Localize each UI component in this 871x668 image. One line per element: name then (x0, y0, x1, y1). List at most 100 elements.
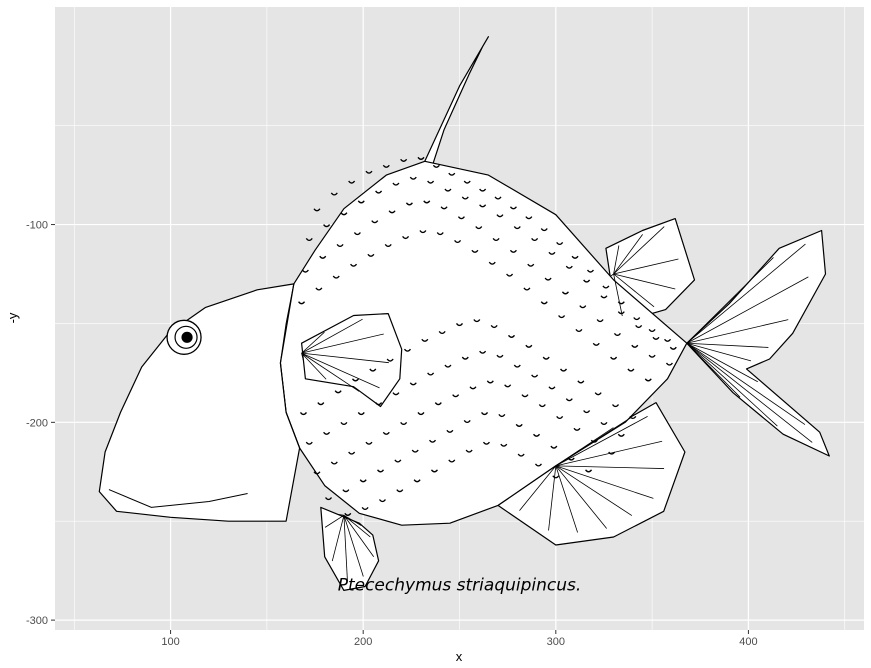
scale-mark (635, 325, 643, 329)
scale-mark (375, 402, 383, 406)
scale-mark (392, 182, 400, 186)
caudal-fin-ray (686, 342, 778, 427)
scale-mark (454, 239, 462, 244)
scale-mark (342, 489, 350, 493)
scale-mark (490, 325, 498, 329)
scale-mark (400, 421, 408, 425)
pectoral-fin-ray (301, 333, 384, 354)
scale-mark (317, 402, 325, 406)
scale-mark (608, 451, 616, 455)
pectoral-fin-ray (301, 353, 304, 361)
scale-mark (469, 386, 477, 390)
caudal-fin-ray (686, 342, 752, 362)
anal-fin-ray (555, 465, 578, 533)
scale-mark (465, 449, 473, 453)
scale-mark (375, 190, 383, 194)
scale-mark (579, 305, 587, 309)
scale-mark (394, 459, 402, 463)
scale-mark (509, 206, 517, 210)
anal-fin-ray (548, 465, 557, 531)
caudal-fin-ray (686, 243, 806, 344)
x-tick-label: 300 (547, 636, 565, 648)
scale-mark (332, 275, 340, 279)
upper-rear-fin-ray (613, 273, 676, 290)
scale-mark (371, 220, 379, 224)
scale-mark (402, 236, 410, 240)
scale-mark (340, 212, 348, 216)
scale-mark (596, 319, 604, 323)
scale-mark (367, 253, 375, 257)
scale-mark (365, 170, 373, 174)
scale-mark (319, 255, 327, 259)
anal-fin-ray (555, 465, 607, 529)
scale-mark (444, 188, 452, 192)
fish-details (108, 226, 813, 581)
scale-mark (542, 356, 550, 360)
scale-mark (324, 497, 333, 501)
scale-mark (594, 392, 602, 396)
jaw-line (108, 489, 248, 508)
pectoral-fin-ray (301, 352, 380, 389)
anal-fin-ray (519, 465, 557, 511)
x-tick-label: 200 (354, 636, 372, 648)
scale-mark (617, 311, 625, 315)
scale-mark (617, 301, 625, 305)
scale-mark (613, 332, 621, 336)
scale-mark (357, 412, 365, 416)
scale-mark (388, 210, 396, 214)
scale-mark (305, 237, 313, 242)
scale-mark (550, 445, 558, 449)
scale-mark (403, 348, 412, 352)
scale-mark (471, 249, 479, 253)
anal-fin-ray (555, 465, 633, 516)
scale-mark (396, 489, 404, 493)
scale-mark (378, 499, 386, 503)
scale-mark (506, 273, 514, 277)
scale-mark (481, 412, 489, 416)
scale-mark (463, 419, 471, 423)
caudal-fin-ray (686, 276, 809, 344)
scale-mark (427, 180, 435, 184)
scale-mark (665, 362, 673, 366)
scale-mark (573, 427, 581, 431)
scale-mark (438, 330, 446, 334)
scale-mark (509, 249, 517, 253)
species-caption: Ptecechymus striaquipincus. (338, 575, 582, 595)
scale-mark (521, 394, 529, 398)
scale-mark (538, 404, 546, 408)
scale-mark (299, 412, 307, 416)
scale-mark (515, 423, 523, 427)
scale-mark (533, 433, 541, 437)
scale-mark (644, 378, 652, 382)
scale-mark (565, 398, 573, 402)
scale-mark (552, 475, 560, 479)
y-axis: -100 -200 -300 (26, 220, 55, 627)
scale-mark (513, 364, 521, 368)
upper-rear-fin-ray (613, 273, 655, 308)
scale-mark (323, 224, 331, 228)
scale-mark (600, 295, 608, 299)
anal-fin-ray (519, 465, 557, 492)
scale-mark (496, 214, 504, 218)
scale-mark (334, 390, 342, 394)
scale-mark (409, 382, 417, 386)
scale-mark (377, 469, 385, 473)
scale-mark (357, 200, 365, 204)
scale-mark (648, 328, 656, 333)
scale-mark (359, 479, 367, 483)
scale-mark (648, 354, 656, 358)
scale-mark (631, 344, 639, 348)
scale-mark (461, 356, 469, 360)
scale-mark (298, 301, 306, 305)
scale-mark (494, 196, 502, 200)
pectoral-fin-ray (301, 352, 389, 364)
pectoral-fin-ray (301, 331, 325, 354)
anal-fin-ray (555, 449, 581, 467)
scale-mark (590, 439, 598, 443)
pectoral-fin-ray (301, 318, 363, 354)
scale-mark (517, 453, 525, 457)
scale-mark (577, 380, 585, 384)
y-tick-label: -100 (26, 220, 48, 232)
scale-mark (413, 479, 421, 483)
scale-marks (298, 156, 677, 516)
